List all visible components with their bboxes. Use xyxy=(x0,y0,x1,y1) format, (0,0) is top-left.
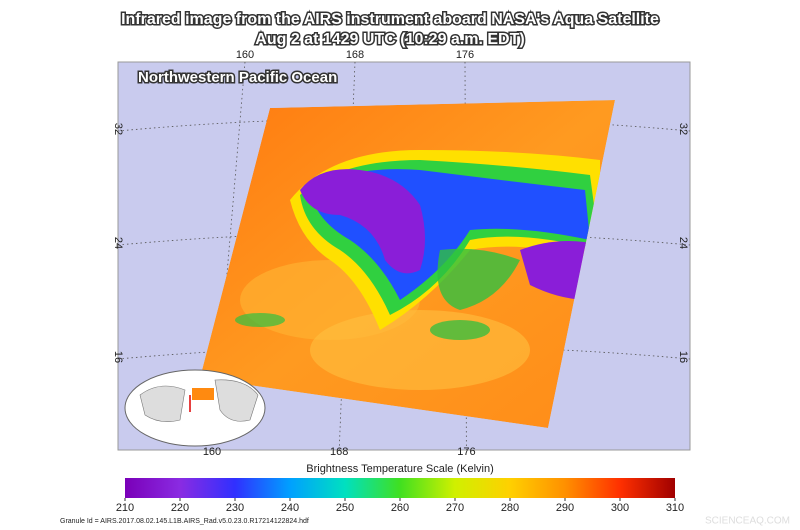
lat-label-left: 32 xyxy=(112,123,124,135)
colorbar-tick-label: 290 xyxy=(556,502,574,514)
lon-label-bottom: 176 xyxy=(457,446,475,458)
colorbar-tick-label: 230 xyxy=(226,502,244,514)
colorbar-tick-label: 220 xyxy=(171,502,189,514)
colorbar-tick-label: 270 xyxy=(446,502,464,514)
lon-label-bottom: 160 xyxy=(203,446,221,458)
inset-globe xyxy=(124,369,266,447)
granule-id: Granule Id = AIRS.2017.08.02.145.L1B.AIR… xyxy=(60,518,309,525)
colorbar-title: Brightness Temperature Scale (Kelvin) xyxy=(306,463,494,475)
lon-label-bottom: 168 xyxy=(330,446,348,458)
watermark: SCIENCEAQ.COM xyxy=(705,516,790,527)
lat-label-left: 24 xyxy=(112,237,124,249)
colorbar-tick-label: 240 xyxy=(281,502,299,514)
colorbar-tick-label: 310 xyxy=(666,502,684,514)
lon-label-top: 168 xyxy=(346,49,364,61)
colorbar-tick-label: 250 xyxy=(336,502,354,514)
lon-label-top: 176 xyxy=(456,49,474,61)
satellite-swath xyxy=(200,100,615,428)
lat-label-right: 24 xyxy=(677,237,689,249)
lat-label-left: 16 xyxy=(112,351,124,363)
region-label: Northwestern Pacific Ocean xyxy=(138,69,337,86)
colorbar-tick-label: 300 xyxy=(611,502,629,514)
title: Infrared image from the AIRS instrument … xyxy=(121,11,659,28)
colorbar xyxy=(125,478,675,498)
colorbar-tick-label: 210 xyxy=(116,502,134,514)
lat-label-right: 16 xyxy=(677,351,689,363)
colorbar-tick-label: 280 xyxy=(501,502,519,514)
lon-label-top: 160 xyxy=(236,49,254,61)
lat-label-right: 32 xyxy=(677,123,689,135)
colorbar-tick-label: 260 xyxy=(391,502,409,514)
subtitle: Aug 2 at 1429 UTC (10:29 a.m. EDT) xyxy=(255,31,524,48)
